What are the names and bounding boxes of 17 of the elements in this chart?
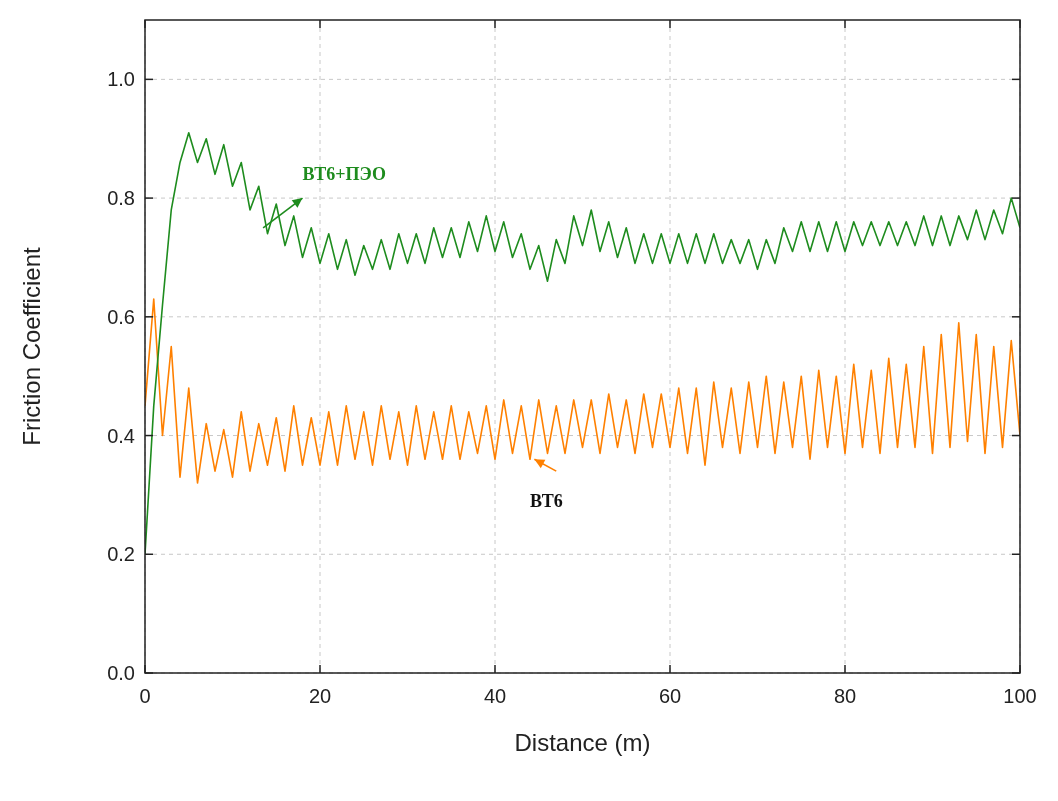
y-tick-label: 0.4 [107,424,135,447]
y-tick-label: 0.0 [107,662,135,684]
legend-label: ВТ6 [530,490,563,511]
y-axis-title: Friction Coefficient [18,247,45,446]
line-series [145,298,1020,484]
x-tick-label: 60 [658,685,682,707]
x-tick-label: 0 [139,685,151,707]
y-tick-label: 0.8 [107,187,135,210]
x-axis-title: Distance (m) [514,729,651,756]
x-tick-label: 40 [483,685,507,707]
y-tick-label: 1.0 [107,68,135,91]
y-tick-label: 0.6 [107,305,135,328]
x-tick-label: 80 [833,685,857,707]
series-label: ВТ6+ПЭО [302,164,386,185]
y-tick-label: 0.2 [107,543,135,566]
x-tick-label: 20 [308,685,332,707]
x-tick-label: 100 [1003,685,1037,707]
